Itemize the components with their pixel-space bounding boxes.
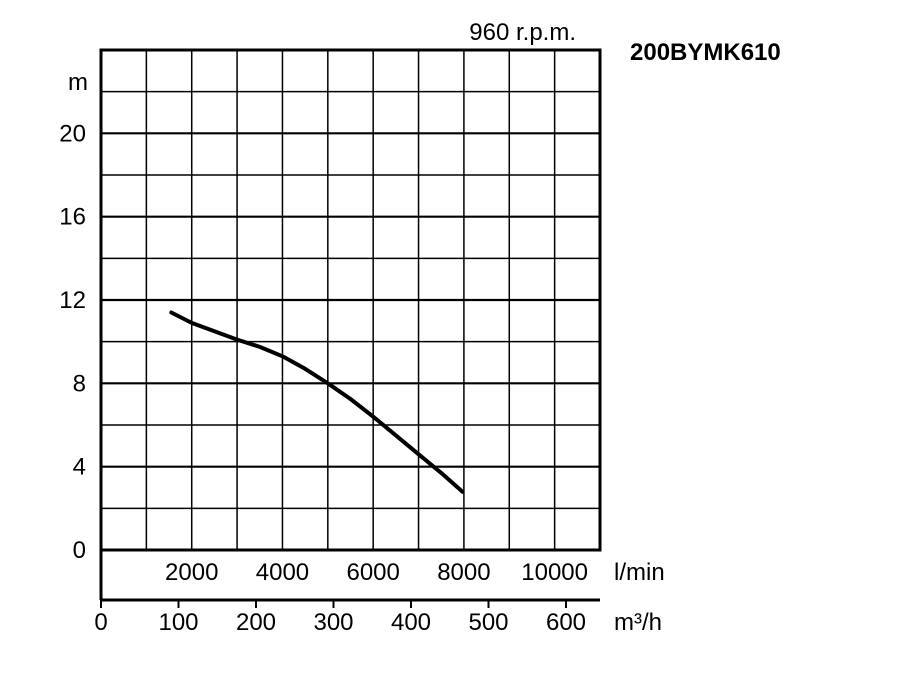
chart-frame [99,48,602,602]
x2-tick-label: 100 [158,609,198,636]
y-tick-label: 16 [59,204,86,231]
x-tick-labels: 2000 4000 6000 8000 10000 [165,559,588,586]
curve-layer [169,310,465,494]
y-tick-label: 0 [73,537,86,564]
x-tick-label: 8000 [437,559,490,586]
plot-border [99,48,602,552]
y-tick-label: 4 [73,454,86,481]
x-tick-label: 6000 [346,559,399,586]
chart-title: 200BYMK610 [630,39,781,66]
performance-curve [169,310,465,494]
x2-tick-label: 500 [468,609,508,636]
x2-tick-labels: 0 100 200 300 400 500 600 [94,600,586,636]
x2-tick-label: 0 [94,609,107,636]
chart-subtitle: 960 r.p.m. [469,19,576,46]
axis-labels: 200BYMK610 960 r.p.m. m l/min m³/h [68,19,781,636]
x-axis-label: l/min [614,559,665,586]
x-tick-label: 2000 [165,559,218,586]
x-tick-label: 10000 [521,559,588,586]
x2-tick-label: 600 [546,609,586,636]
grid-lines [101,50,600,550]
y-tick-labels: 0 4 8 12 16 20 [59,120,86,564]
x2-tick-label: 200 [236,609,276,636]
x2-axis-label: m³/h [614,609,662,636]
y-tick-label: 8 [73,370,86,397]
x-tick-label: 4000 [256,559,309,586]
y-tick-label: 12 [59,287,86,314]
x2-tick-label: 400 [391,609,431,636]
y-axis-label: m [68,69,88,96]
x2-tick-label: 300 [313,609,353,636]
y-tick-label: 20 [59,120,86,147]
